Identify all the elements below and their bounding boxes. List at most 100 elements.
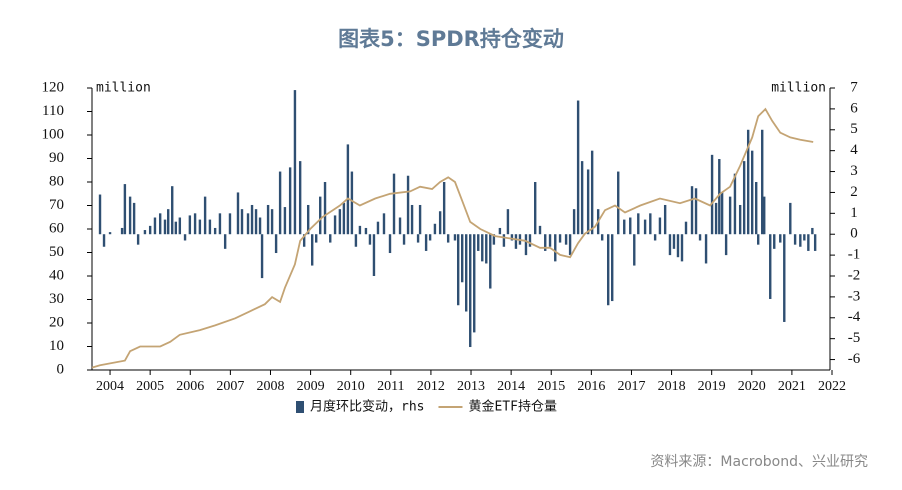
bar: [617, 171, 620, 235]
bar: [418, 204, 422, 235]
bar: [153, 217, 157, 235]
bar: [477, 234, 480, 251]
bar: [580, 161, 584, 235]
y-tick-label: 40: [49, 267, 64, 283]
bar: [789, 202, 792, 235]
bar: [690, 186, 694, 235]
y2-tick-label: -2: [848, 267, 861, 283]
bar: [266, 204, 270, 235]
y-tick-label: 60: [49, 220, 64, 236]
bar: [174, 221, 178, 235]
bar: [714, 202, 718, 235]
bar: [310, 234, 314, 266]
bar: [684, 221, 688, 235]
bar: [323, 182, 327, 235]
bar: [178, 217, 182, 235]
bar: [358, 225, 362, 235]
y2-tick-label: 7: [850, 79, 858, 95]
bar: [428, 234, 432, 241]
bar: [485, 234, 488, 264]
bar: [492, 234, 496, 245]
bar: [481, 234, 484, 262]
bar: [346, 144, 350, 235]
bar: [143, 230, 147, 235]
x-tick-label: 2005: [136, 379, 164, 394]
bar: [406, 175, 410, 235]
bar: [676, 234, 680, 258]
bar: [733, 173, 737, 235]
bar: [288, 167, 292, 235]
bar: [534, 182, 537, 235]
bar: [333, 215, 337, 235]
bar: [108, 232, 112, 235]
bar: [132, 202, 136, 235]
bar: [524, 234, 528, 256]
bar: [514, 234, 518, 249]
bar: [704, 234, 708, 264]
bar: [354, 234, 358, 247]
x-tick-label: 2008: [256, 379, 284, 394]
bar: [171, 186, 174, 235]
bar: [548, 234, 552, 247]
bar: [218, 213, 222, 235]
y2-tick-label: 3: [850, 163, 858, 179]
bar: [649, 213, 652, 235]
y2-tick-label: 6: [850, 100, 858, 116]
y2-tick-label: -1: [848, 247, 861, 263]
bar: [564, 234, 568, 245]
bar: [398, 217, 402, 235]
bar: [438, 211, 442, 235]
bar: [98, 194, 102, 235]
x-tick-label: 2007: [216, 379, 244, 394]
bar: [658, 217, 662, 235]
bar: [388, 234, 392, 254]
bar: [769, 234, 772, 299]
bar: [183, 234, 187, 241]
bar: [240, 209, 244, 235]
bar: [506, 209, 510, 235]
bar: [568, 234, 572, 256]
bar: [502, 234, 506, 247]
x-tick-label: 2014: [497, 379, 525, 394]
bar: [442, 182, 446, 235]
x-tick-label: 2016: [577, 379, 605, 394]
bar: [698, 234, 702, 241]
bar: [663, 204, 667, 235]
bar: [811, 227, 814, 235]
bar: [319, 196, 322, 235]
bar: [372, 234, 376, 276]
bar: [368, 234, 372, 245]
bar: [813, 234, 817, 251]
bar: [120, 227, 124, 235]
x-tick-label: 2015: [537, 379, 565, 394]
bar: [258, 217, 262, 235]
bar: [329, 234, 332, 243]
legend-swatch: [296, 401, 304, 413]
bar: [554, 234, 557, 262]
bar: [274, 234, 278, 254]
x-tick-label: 2009: [297, 379, 325, 394]
bar: [728, 196, 732, 235]
bar: [453, 234, 457, 241]
bar: [750, 150, 754, 235]
x-tick-label: 2020: [738, 379, 766, 394]
y2-tick-label: -4: [848, 309, 861, 325]
bar: [720, 192, 724, 235]
x-tick-label: 2012: [417, 379, 445, 394]
bar: [203, 196, 207, 235]
bar: [446, 234, 450, 243]
bar: [606, 234, 610, 306]
bar: [755, 182, 758, 235]
bar: [136, 234, 140, 245]
bar: [763, 196, 766, 235]
bar: [433, 223, 437, 235]
legend-label: 月度环比变动，rhs: [310, 399, 424, 415]
x-tick-label: 2021: [778, 379, 806, 394]
bar: [783, 234, 786, 322]
y2-unit: million: [771, 81, 826, 96]
bar: [102, 234, 106, 247]
bar: [410, 204, 414, 235]
bar: [694, 188, 698, 235]
source: 资料来源：Macrobond、兴业研究: [650, 454, 868, 470]
